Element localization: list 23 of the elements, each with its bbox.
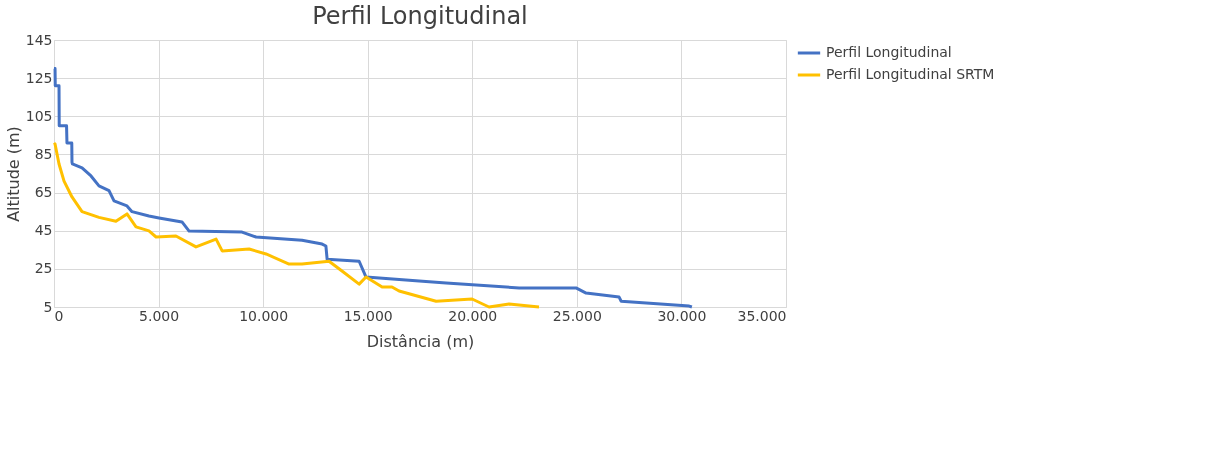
y-tick-label: 125 <box>25 69 53 86</box>
x-tick-label: 30.000 <box>657 307 707 324</box>
x-tick-label: 35.000 <box>737 307 787 324</box>
y-tick-label: 65 <box>34 184 53 201</box>
y-tick-label: 145 <box>25 31 53 48</box>
legend-label: Perfil Longitudinal SRTM <box>826 66 995 82</box>
y-axis-title: Altitude (m) <box>3 126 23 222</box>
x-axis-title: Distância (m) <box>366 331 475 351</box>
x-tick-label: 25.000 <box>552 307 602 324</box>
y-tick-label: 5 <box>43 298 53 315</box>
line-series <box>52 67 694 309</box>
y-tick-label: 45 <box>34 222 53 239</box>
x-tick-label: 10.000 <box>239 307 289 324</box>
x-tick-label: 5.000 <box>139 307 180 324</box>
x-tick-label: 15.000 <box>343 307 393 324</box>
y-tick-label: 25 <box>34 260 53 277</box>
x-tick-label: 20.000 <box>448 307 498 324</box>
y-tick-label: 105 <box>25 107 53 124</box>
legend-label: Perfil Longitudinal <box>826 44 952 60</box>
y-tick-label: 85 <box>34 145 53 162</box>
line-series <box>52 142 541 309</box>
x-tick-label: 0 <box>54 307 64 324</box>
chart-title: Perfil Longitudinal <box>312 2 528 30</box>
